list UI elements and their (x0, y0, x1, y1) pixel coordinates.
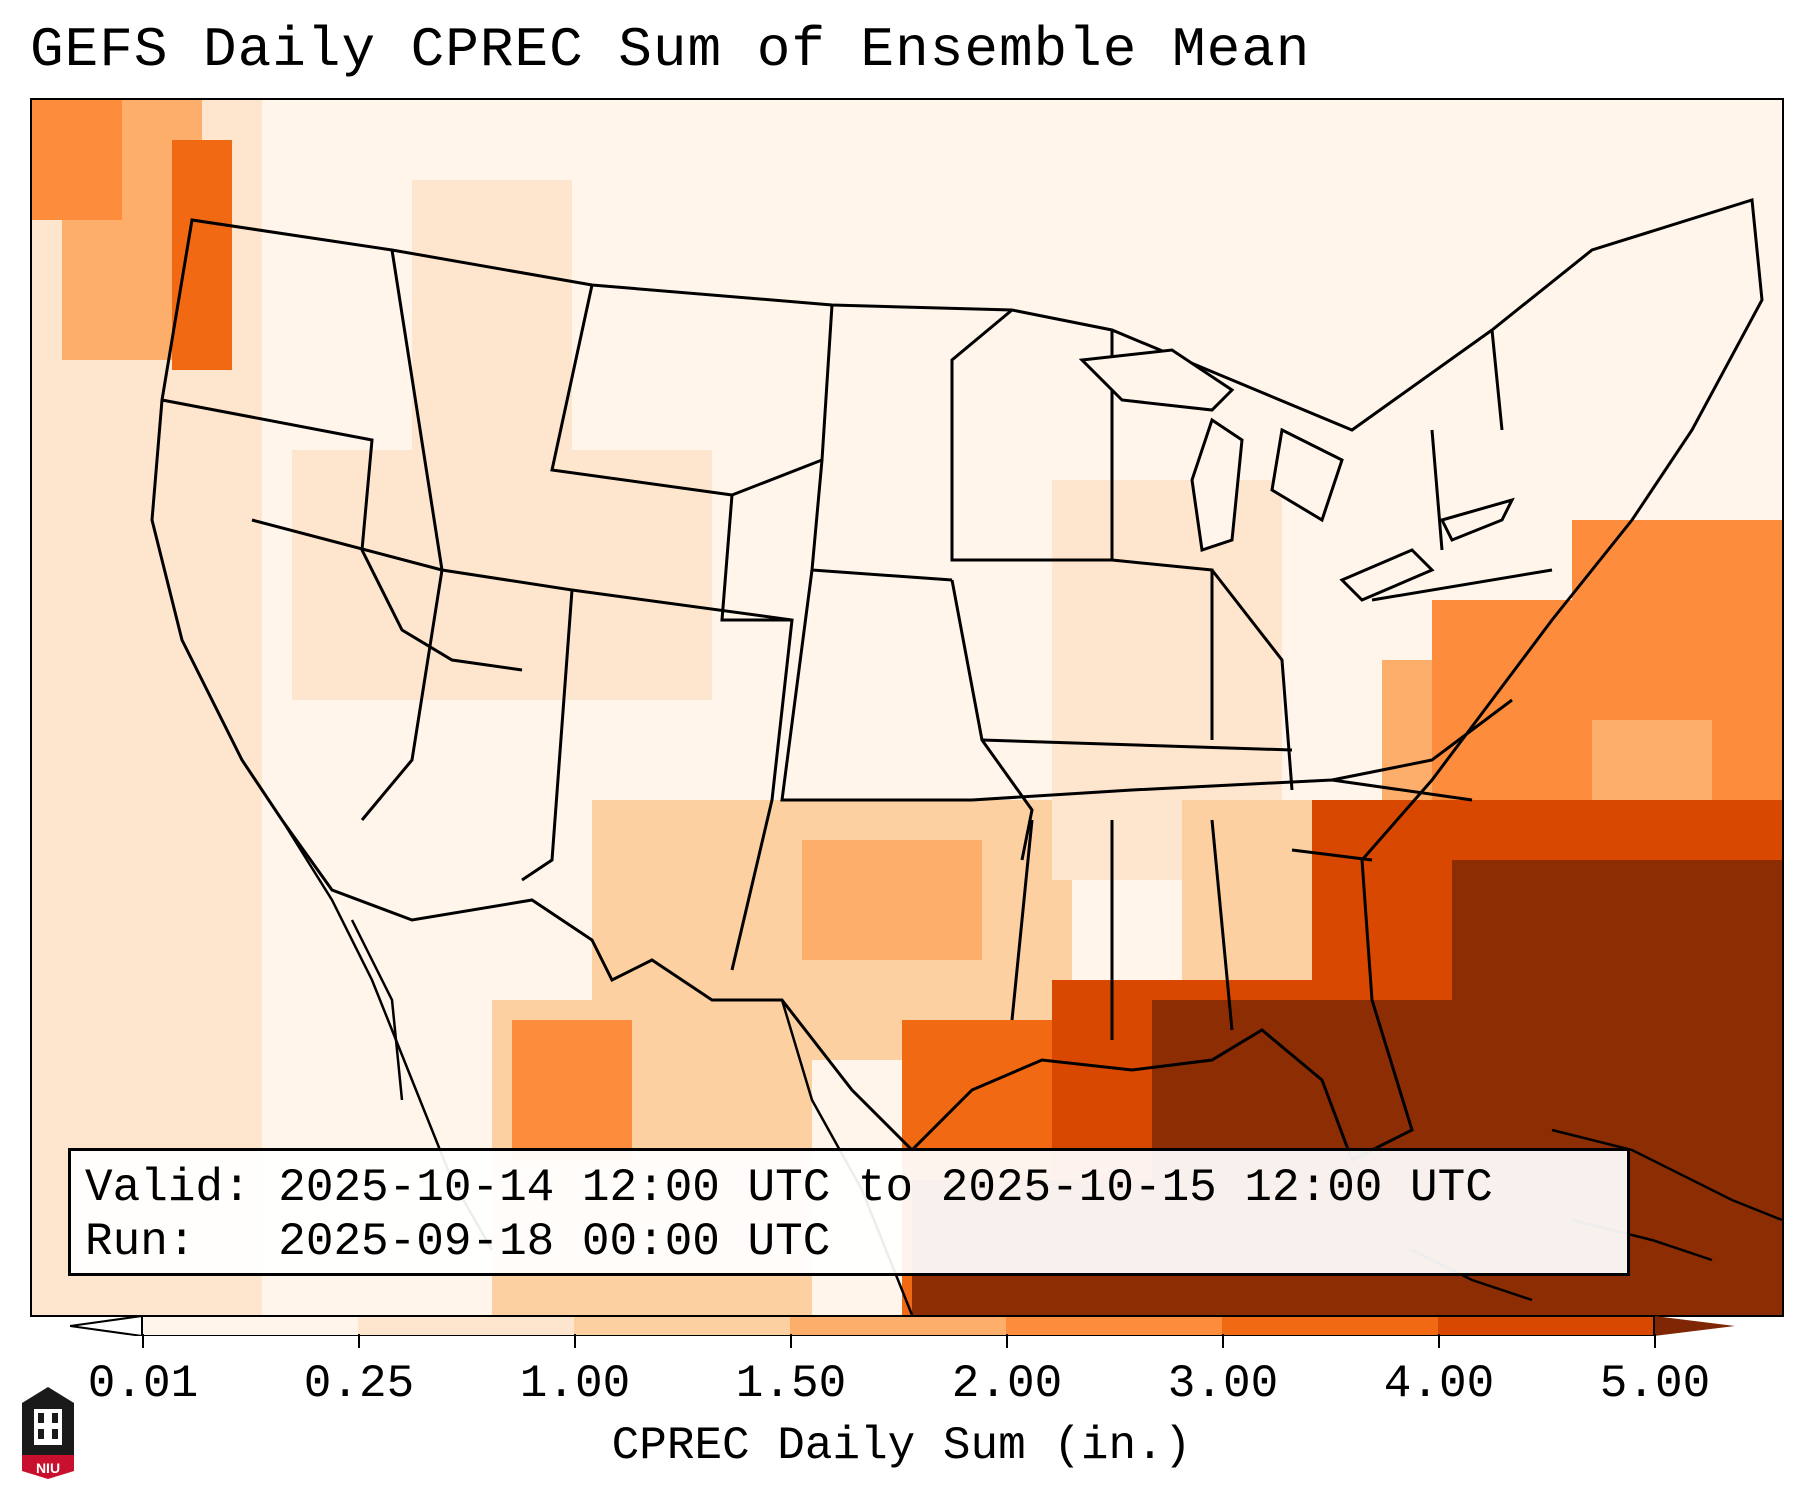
tick-label: 0.25 (303, 1358, 415, 1410)
colorbar-over-arrow (1654, 1316, 1735, 1336)
tick-label: 1.50 (735, 1358, 847, 1410)
valid-run-info-box: Valid: 2025-10-14 12:00 UTC to 2025-10-1… (68, 1148, 1630, 1276)
tick-mark (574, 1334, 576, 1348)
colorbar-bin-1 (142, 1316, 358, 1336)
colorbar (70, 1316, 1735, 1336)
precipitation-map[interactable] (30, 98, 1784, 1317)
tick-label: 5.00 (1599, 1358, 1711, 1410)
tick-mark (790, 1334, 792, 1348)
colorbar-bin-2 (358, 1316, 574, 1336)
colorbar-bin-6 (1222, 1316, 1438, 1336)
niu-logo: NIU (22, 1387, 74, 1479)
tick-label: 0.01 (87, 1358, 199, 1410)
tick-label: 4.00 (1383, 1358, 1495, 1410)
colorbar-bin-4 (790, 1316, 1006, 1336)
tick-label: 3.00 (1167, 1358, 1279, 1410)
great-lakes (1078, 348, 1515, 602)
tick-mark (1006, 1334, 1008, 1348)
tick-mark (1654, 1334, 1656, 1348)
map-title: GEFS Daily CPREC Sum of Ensemble Mean (30, 18, 1311, 82)
valid-time-text: Valid: 2025-10-14 12:00 UTC to 2025-10-1… (85, 1162, 1493, 1214)
tick-mark (1222, 1334, 1224, 1348)
tick-mark (358, 1334, 360, 1348)
colorbar-bin-7 (1438, 1316, 1654, 1336)
colorbar-label: CPREC Daily Sum (in.) (611, 1420, 1192, 1472)
state-boundaries (150, 198, 1764, 1163)
colorbar-bin-5 (1006, 1316, 1222, 1336)
tick-mark (1438, 1334, 1440, 1348)
run-time-text: Run: 2025-09-18 00:00 UTC (85, 1216, 831, 1268)
tick-label: 1.00 (519, 1358, 631, 1410)
tick-mark (142, 1334, 144, 1348)
colorbar-bin-3 (574, 1316, 790, 1336)
colorbar-under-arrow (70, 1316, 143, 1336)
colorbar-ticks: 0.01 0.25 1.00 1.50 2.00 3.00 4.00 5.00 (0, 1334, 1803, 1424)
tick-label: 2.00 (951, 1358, 1063, 1410)
svg-text:NIU: NIU (36, 1460, 60, 1476)
precip-field (32, 100, 1782, 1315)
